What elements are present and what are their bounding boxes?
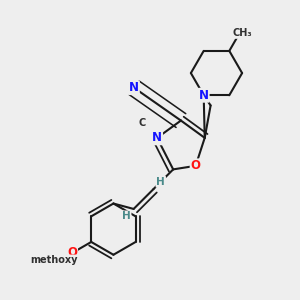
- Text: O: O: [67, 247, 77, 260]
- Text: H: H: [156, 177, 165, 187]
- Text: N: N: [199, 89, 209, 102]
- Text: N: N: [129, 81, 139, 94]
- Text: N: N: [152, 131, 162, 144]
- Text: methoxy: methoxy: [30, 255, 78, 266]
- Text: O: O: [190, 159, 201, 172]
- Text: H: H: [122, 211, 130, 221]
- Text: C: C: [138, 118, 146, 128]
- Text: CH₃: CH₃: [233, 28, 252, 38]
